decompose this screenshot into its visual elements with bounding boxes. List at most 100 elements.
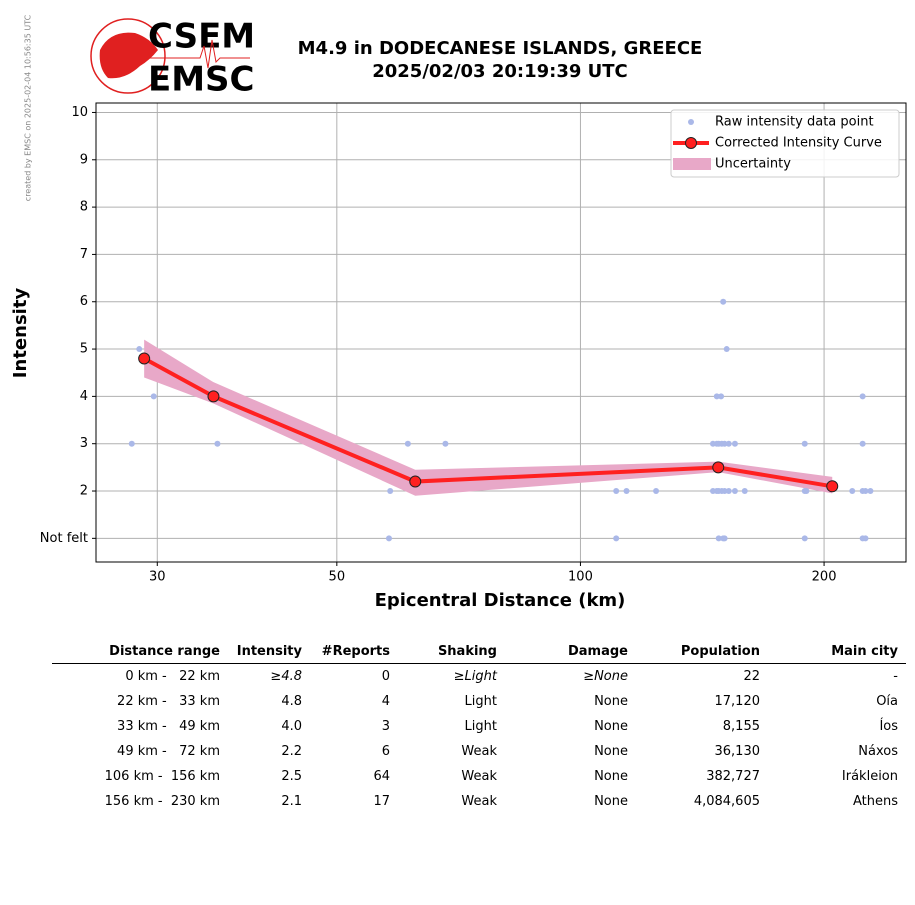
y-tick-label: 6 bbox=[80, 294, 88, 309]
column-header: #Reports bbox=[310, 640, 398, 664]
table-cell: 4.0 bbox=[281, 719, 302, 734]
raw-point bbox=[721, 488, 728, 495]
legend-box bbox=[670, 109, 900, 178]
y-tick-label: 10 bbox=[71, 105, 88, 120]
table-cell: None bbox=[594, 719, 628, 734]
raw-point bbox=[718, 393, 725, 400]
legend-label: Raw intensity data point bbox=[715, 115, 874, 130]
table-cell: 8,155 bbox=[722, 719, 760, 734]
table-cell: Athens bbox=[852, 794, 898, 809]
table-cell: - bbox=[893, 669, 898, 684]
raw-point bbox=[859, 440, 866, 447]
raw-point bbox=[136, 346, 143, 353]
table-row: 0 km - 22 km ≥4.8 0 ≥Light ≥None 22 - bbox=[52, 664, 906, 690]
table-cell: Weak bbox=[461, 794, 497, 809]
y-tick-label: 4 bbox=[80, 389, 88, 404]
logo: CSEM EMSC bbox=[90, 17, 255, 100]
x-tick-label: 200 bbox=[812, 570, 837, 585]
table-row: 156 km - 230 km 2.1 17 Weak None 4,084,605 Ath… bbox=[52, 789, 906, 814]
table-body: 0 km - 22 km ≥4.8 0 ≥Light ≥None 22 - 22 km - 3… bbox=[52, 664, 906, 815]
table-header: Distance range Intensity #Reports Shaking Da… bbox=[52, 640, 906, 664]
table-cell: ≥4.8 bbox=[270, 669, 302, 684]
y-tick-label: 7 bbox=[80, 247, 88, 262]
table-row: 49 km - 72 km 2.2 6 Weak None 36,130 Náxos bbox=[52, 739, 906, 764]
table-cell: 3 bbox=[381, 719, 390, 734]
y-tick-label: 5 bbox=[80, 342, 88, 357]
chart: created by EMSC on 2025-02-04 10:56:35 U… bbox=[10, 14, 907, 611]
summary-table: Distance range Intensity #Reports Shaking Da… bbox=[52, 640, 906, 814]
column-header: Damage bbox=[505, 640, 636, 664]
raw-point bbox=[859, 393, 866, 400]
raw-point bbox=[613, 488, 620, 495]
table-cell: 0 km - 22 km bbox=[125, 669, 220, 684]
raw-point bbox=[713, 393, 720, 400]
table-cell: None bbox=[594, 794, 628, 809]
chart-title: M4.9 in DODECANESE ISLANDS, GREECE bbox=[298, 38, 703, 59]
credit: created by EMSC on 2025-02-04 10:56:35 U… bbox=[24, 14, 33, 201]
raw-point bbox=[867, 488, 874, 495]
legend-label: Corrected Intensity Curve bbox=[715, 136, 882, 151]
table-cell: 6 bbox=[381, 744, 390, 759]
y-tick-label: Not felt bbox=[40, 531, 88, 546]
table-cell: Oía bbox=[876, 694, 898, 709]
raw-point bbox=[725, 440, 732, 447]
x-tick-label: 50 bbox=[329, 570, 346, 585]
table-cell: None bbox=[594, 744, 628, 759]
intensity-curve bbox=[143, 356, 833, 489]
raw-point bbox=[862, 535, 869, 542]
logo-wave bbox=[148, 39, 250, 69]
raw-point bbox=[623, 488, 630, 495]
raw-point bbox=[720, 298, 727, 305]
raw-point bbox=[723, 346, 730, 353]
raw-point bbox=[801, 535, 808, 542]
curve-marker bbox=[409, 475, 422, 488]
table-cell: 156 km - 230 km bbox=[104, 794, 220, 809]
x-tick-label: 30 bbox=[149, 570, 166, 585]
logo-top: CSEM bbox=[148, 17, 255, 57]
raw-point bbox=[849, 488, 856, 495]
raw-point bbox=[721, 535, 728, 542]
raw-point bbox=[404, 440, 411, 447]
raw-point bbox=[721, 440, 728, 447]
curve-marker bbox=[712, 461, 725, 474]
table-cell: ≥None bbox=[583, 669, 628, 684]
column-header: Population bbox=[636, 640, 768, 664]
table-cell: 106 km - 156 km bbox=[104, 769, 220, 784]
raw-point bbox=[385, 535, 392, 542]
y-axis-label: Intensity bbox=[10, 288, 31, 379]
raw-point bbox=[731, 488, 738, 495]
table-cell: Light bbox=[464, 719, 497, 734]
table-cell: 382,727 bbox=[706, 769, 760, 784]
table-cell: Weak bbox=[461, 744, 497, 759]
raw-point bbox=[862, 488, 869, 495]
table-cell: ≥Light bbox=[453, 669, 497, 684]
curve-marker bbox=[138, 352, 151, 365]
raw-point bbox=[387, 488, 394, 495]
x-axis-label: Epicentral Distance (km) bbox=[375, 590, 626, 611]
table-cell: None bbox=[594, 694, 628, 709]
column-header: Main city bbox=[768, 640, 906, 664]
legend-marker bbox=[688, 119, 694, 125]
uncertainty-band bbox=[144, 339, 833, 496]
table-cell: Íos bbox=[879, 719, 898, 734]
table-cell: 4,084,605 bbox=[693, 794, 760, 809]
curve-marker bbox=[207, 390, 220, 403]
table-row: 33 km - 49 km 4.0 3 Light None 8,155 Íos bbox=[52, 714, 906, 739]
logo-bottom: EMSC bbox=[148, 60, 255, 100]
plot-frame bbox=[95, 102, 907, 563]
legend-marker bbox=[685, 137, 697, 149]
column-header: Shaking bbox=[398, 640, 505, 664]
raw-point bbox=[214, 440, 221, 447]
raw-point bbox=[731, 440, 738, 447]
table-cell: None bbox=[594, 769, 628, 784]
table-cell: 33 km - 49 km bbox=[117, 719, 220, 734]
x-tick-label: 100 bbox=[568, 570, 593, 585]
table-row: 106 km - 156 km 2.5 64 Weak None 382,727 Irákl… bbox=[52, 764, 906, 789]
table-cell: 36,130 bbox=[714, 744, 761, 759]
table-cell: 2.5 bbox=[281, 769, 302, 784]
table-cell: 4.8 bbox=[281, 694, 302, 709]
y-tick-label: 9 bbox=[80, 152, 88, 167]
raw-point bbox=[442, 440, 449, 447]
table-cell: 17,120 bbox=[714, 694, 761, 709]
